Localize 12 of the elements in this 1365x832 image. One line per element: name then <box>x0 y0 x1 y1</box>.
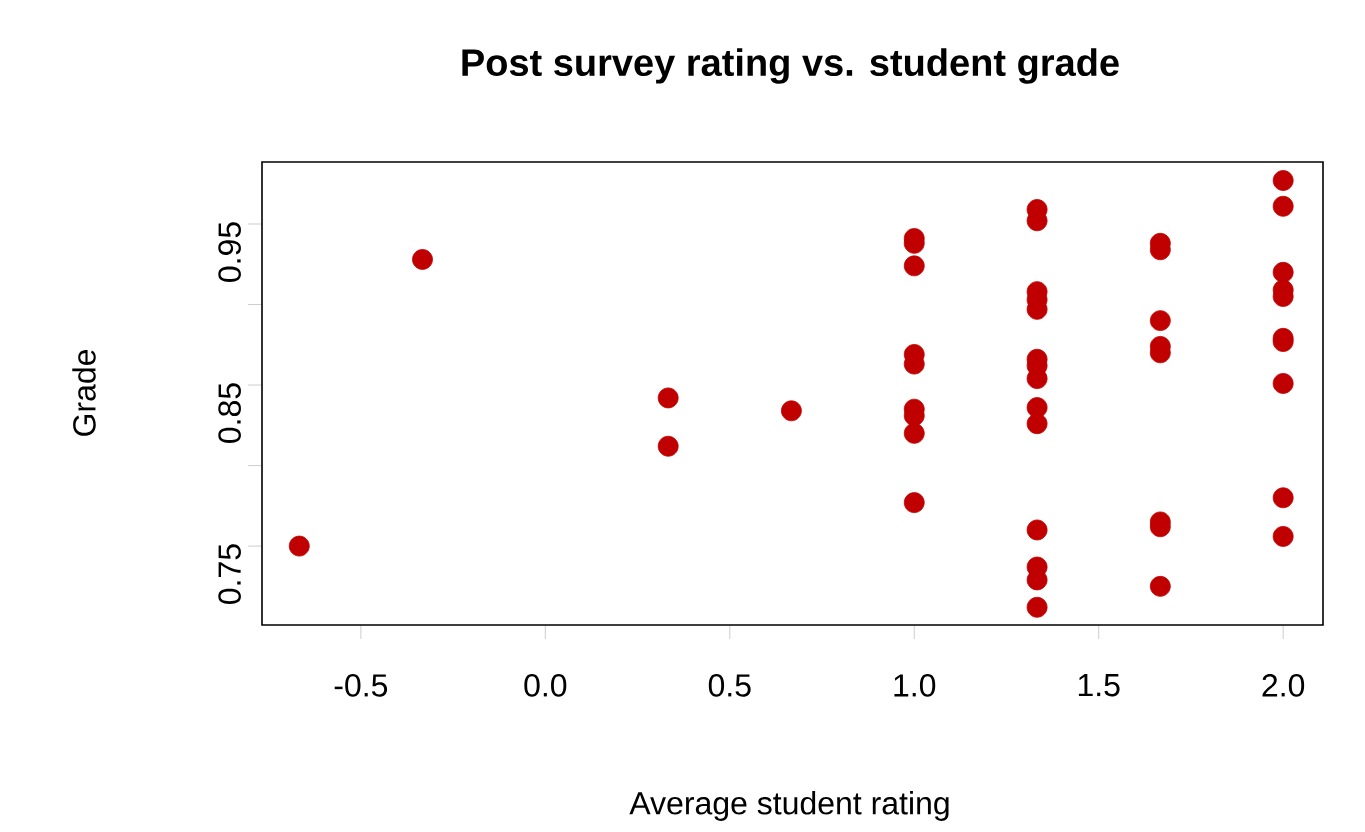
y-tick-label: 0.95 <box>218 222 241 282</box>
y-tick-label: 0.75 <box>218 544 241 604</box>
x-tick-label: -0.5 <box>334 674 388 697</box>
y-axis-title: Grade <box>72 349 96 436</box>
x-axis-title: Average student rating <box>629 791 949 821</box>
y-tick-label: 0.85 <box>218 383 241 443</box>
x-tick-label: 0.0 <box>524 674 567 697</box>
chart-title: Post survey rating vs. student grade <box>462 48 1119 84</box>
x-tick-label: 2.0 <box>1262 674 1305 697</box>
x-tick-label: 0.5 <box>708 674 751 697</box>
x-tick-label: 1.0 <box>894 674 936 697</box>
x-tick-label: 1.5 <box>1078 674 1120 697</box>
